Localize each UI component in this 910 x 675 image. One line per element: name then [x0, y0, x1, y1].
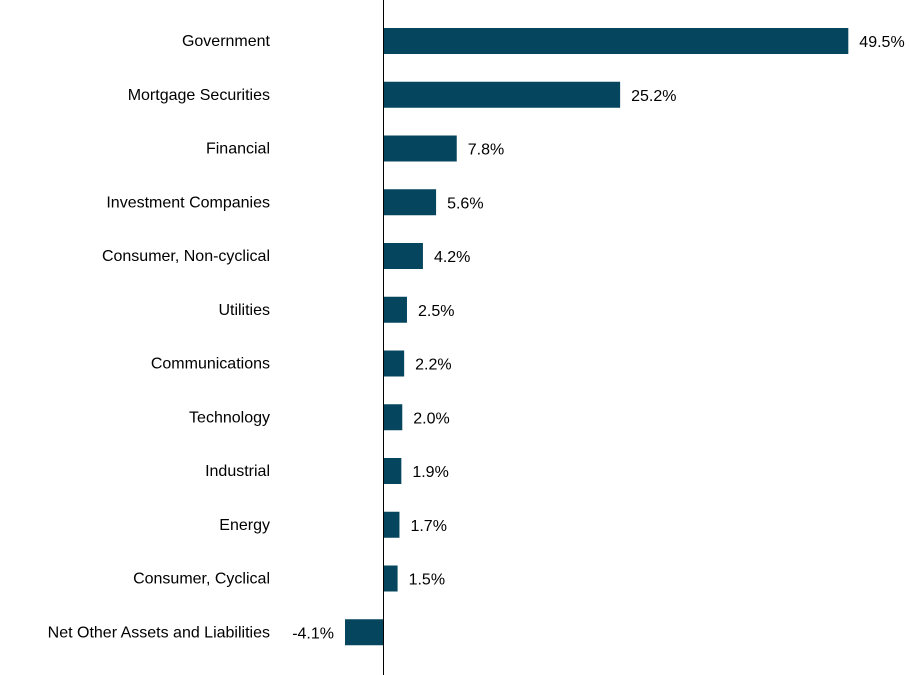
bar-2	[383, 135, 457, 162]
category-label: Technology	[189, 409, 270, 426]
value-label: 2.0%	[413, 410, 449, 427]
bar-11	[345, 619, 384, 646]
bars-layer	[345, 28, 849, 646]
value-label: 25.2%	[631, 88, 676, 105]
bar-7	[383, 404, 403, 431]
labels-layer: Government 49.5% Mortgage Securities 25.2% F…	[48, 33, 905, 642]
bar-0	[383, 28, 849, 54]
value-label: -4.1%	[292, 625, 334, 642]
value-label: 1.9%	[412, 464, 448, 481]
value-label: 1.5%	[409, 572, 445, 589]
category-label: Investment Companies	[106, 194, 270, 211]
category-label: Communications	[151, 356, 270, 373]
bar-8	[383, 458, 402, 484]
category-label: Consumer, Cyclical	[133, 571, 270, 588]
category-label: Energy	[219, 517, 270, 534]
category-label: Consumer, Non-cyclical	[102, 248, 270, 265]
bar-1	[383, 81, 621, 108]
value-label: 2.2%	[415, 357, 451, 374]
bar-9	[383, 511, 400, 538]
category-label: Industrial	[205, 463, 270, 480]
bar-10	[383, 565, 398, 592]
value-label: 4.2%	[434, 249, 470, 266]
category-label: Financial	[206, 141, 270, 158]
value-label: 5.6%	[447, 195, 483, 212]
value-label: 2.5%	[418, 303, 454, 320]
category-label: Utilities	[218, 302, 270, 319]
value-label: 1.7%	[410, 518, 446, 535]
category-label: Government	[182, 33, 271, 50]
bar-6	[383, 350, 405, 377]
category-label: Mortgage Securities	[128, 87, 270, 104]
value-label: 49.5%	[859, 34, 904, 51]
category-label: Net Other Assets and Liabilities	[48, 624, 270, 641]
bar-4	[383, 243, 423, 269]
bar-5	[383, 296, 407, 323]
value-label: 7.8%	[468, 142, 504, 159]
bar-3	[383, 189, 437, 216]
